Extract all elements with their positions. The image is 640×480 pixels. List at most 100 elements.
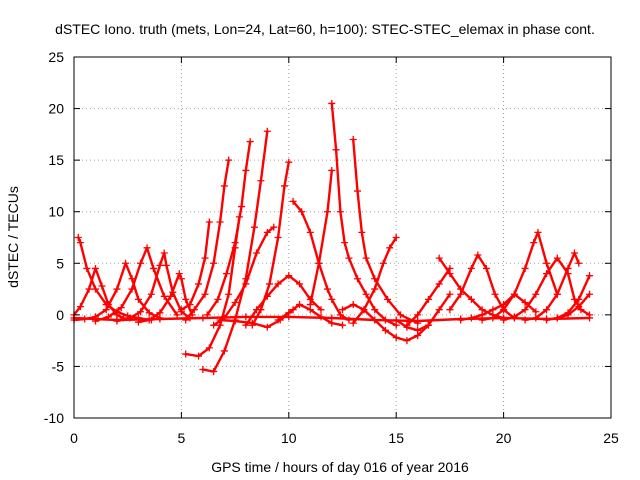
series-line-25 (448, 253, 516, 320)
data-point-14-5 (296, 280, 304, 288)
data-point-27-2 (500, 306, 508, 314)
data-point-2-4 (113, 285, 121, 293)
data-point-19-1 (354, 187, 362, 195)
data-point-25-4 (482, 264, 490, 272)
data-point-22-4 (435, 306, 443, 314)
data-point-26-6 (521, 298, 529, 306)
x-tick-label-4: 20 (496, 430, 512, 446)
data-point-31-1 (564, 311, 572, 319)
data-point-19-2 (358, 228, 366, 236)
data-point-12-3 (274, 234, 282, 241)
data-point-18-4 (345, 254, 353, 262)
series-line-0 (77, 236, 153, 322)
data-point-9-6 (235, 213, 243, 221)
data-point-16-5 (328, 295, 336, 303)
data-point-10-6 (257, 177, 265, 185)
data-point-11-2 (231, 298, 239, 306)
data-point-23-0 (403, 321, 411, 329)
data-point-28-2 (521, 306, 529, 314)
series-22 (392, 290, 454, 334)
data-point-3-8 (173, 311, 181, 319)
data-point-16-1 (298, 208, 306, 216)
grid-layer (74, 57, 611, 418)
data-point-15-6 (339, 321, 346, 329)
plot-frame (73, 56, 612, 419)
data-point-32-1 (113, 316, 121, 324)
series-9 (182, 213, 243, 360)
data-point-32-11 (543, 315, 551, 323)
data-point-18-2 (336, 208, 344, 216)
data-point-2-7 (134, 295, 142, 303)
data-point-26-7 (532, 308, 540, 316)
y-tick-label-1: -5 (52, 358, 65, 374)
data-point-3-3 (128, 285, 136, 293)
y-tick-label-3: 5 (56, 255, 64, 271)
data-point-23-2 (424, 295, 432, 303)
x-tick-label-0: 0 (70, 430, 78, 446)
data-point-21-2 (371, 285, 379, 293)
data-point-2-8 (145, 309, 153, 317)
series-line-31 (556, 293, 591, 320)
data-point-17-0 (306, 301, 314, 309)
y-tick-label-2: 0 (56, 307, 64, 323)
data-point-17-3 (328, 166, 336, 174)
data-point-16-0 (289, 197, 297, 205)
data-point-11-4 (253, 249, 261, 257)
data-point-32-3 (199, 314, 207, 322)
y-tick-label-0: -10 (44, 410, 64, 426)
data-point-13-2 (248, 319, 256, 327)
data-point-12-2 (265, 280, 273, 288)
chart-title: dSTEC Iono. truth (mets, Lon=24, Lat=60,… (55, 21, 595, 37)
data-point-20-0 (339, 306, 346, 314)
data-point-31-3 (586, 290, 594, 298)
series-7 (182, 156, 233, 324)
data-point-23-3 (435, 280, 443, 288)
x-axis-title: GPS time / hours of day 016 of year 2016 (211, 459, 469, 475)
data-point-27-7 (543, 259, 551, 267)
data-point-11-0 (210, 321, 218, 329)
data-point-27-4 (521, 264, 529, 272)
data-point-6-0 (177, 306, 185, 314)
data-point-10-5 (250, 223, 258, 231)
x-tick-label-1: 5 (178, 430, 186, 446)
series-line-28 (502, 256, 591, 322)
axis-layer: 0 5 10 15 20 25 -10 -5 0 5 10 15 20 25 (44, 49, 619, 446)
data-point-21-1 (360, 306, 368, 314)
series-17 (306, 166, 336, 309)
data-point-3-6 (149, 264, 157, 272)
data-point-26-3 (489, 306, 497, 314)
data-point-1-2 (85, 285, 93, 293)
series-line-14 (244, 274, 323, 327)
data-point-0-2 (83, 264, 91, 272)
data-point-14-7 (317, 306, 325, 314)
data-point-29-5 (570, 249, 578, 257)
data-point-32-2 (156, 315, 164, 323)
data-point-31-2 (575, 303, 583, 311)
data-point-7-1 (190, 306, 198, 314)
y-tick-label-6: 20 (48, 101, 64, 117)
data-point-5-2 (156, 309, 164, 317)
data-point-13-3 (263, 323, 271, 331)
data-point-5-5 (177, 275, 185, 283)
data-point-22-5 (446, 290, 454, 298)
data-point-28-5 (553, 254, 561, 262)
data-point-10-0 (199, 366, 207, 374)
data-point-23-1 (414, 311, 422, 319)
data-point-3-2 (117, 304, 125, 312)
data-point-8-1 (214, 295, 222, 303)
series-line-17 (309, 169, 333, 306)
data-point-27-3 (510, 290, 518, 298)
data-point-5-6 (182, 295, 190, 303)
data-point-19-0 (349, 136, 357, 144)
data-point-18-5 (354, 275, 362, 283)
data-point-20-6 (403, 337, 411, 345)
data-point-21-5 (392, 234, 400, 241)
y-tick-label-4: 10 (48, 204, 64, 220)
data-point-8-6 (246, 138, 254, 146)
data-point-15-2 (296, 301, 304, 309)
data-point-14-3 (274, 280, 282, 288)
series-18 (328, 99, 400, 329)
data-point-22-2 (414, 326, 422, 334)
data-point-32-5 (285, 313, 293, 321)
data-point-25-1 (457, 290, 465, 298)
